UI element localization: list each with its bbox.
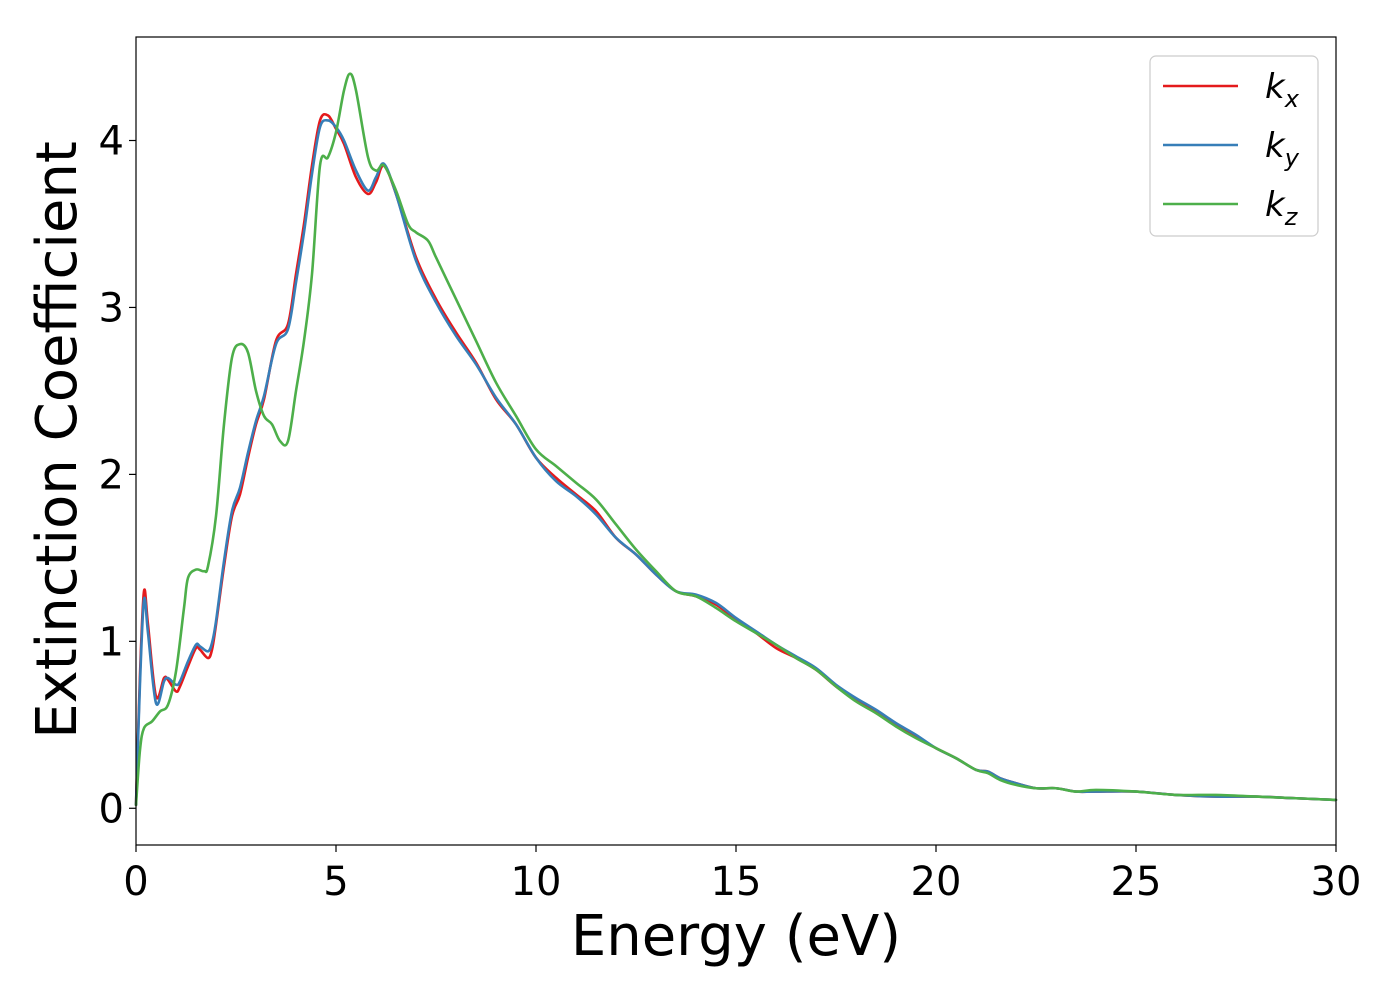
x-axis-ticks: 0 5 10 15 20 25 30 bbox=[123, 845, 1361, 905]
y-tick-label: 0 bbox=[99, 786, 124, 832]
y-axis-title: Extinction Coefficient bbox=[25, 141, 90, 739]
x-tick-label: 0 bbox=[123, 859, 148, 905]
x-tick-label: 5 bbox=[323, 859, 348, 905]
y-axis-ticks: 0 1 2 3 4 bbox=[99, 119, 136, 832]
x-tick-label: 20 bbox=[911, 859, 962, 905]
x-tick-label: 15 bbox=[711, 859, 762, 905]
y-tick-label: 4 bbox=[99, 119, 124, 165]
y-tick-label: 3 bbox=[99, 285, 124, 331]
x-tick-label: 30 bbox=[1311, 859, 1362, 905]
plot-frame bbox=[135, 36, 1337, 846]
legend-label-y: ky bbox=[1265, 126, 1300, 172]
legend-label-x: kx bbox=[1265, 67, 1300, 113]
x-tick-label: 25 bbox=[1111, 859, 1162, 905]
series-lines bbox=[134, 72, 1338, 807]
series-line-k-z bbox=[134, 72, 1338, 807]
x-axis-title: Energy (eV) bbox=[571, 904, 901, 969]
y-tick-label: 2 bbox=[99, 452, 124, 498]
y-tick-label: 1 bbox=[99, 619, 124, 665]
x-tick-label: 10 bbox=[511, 859, 562, 905]
